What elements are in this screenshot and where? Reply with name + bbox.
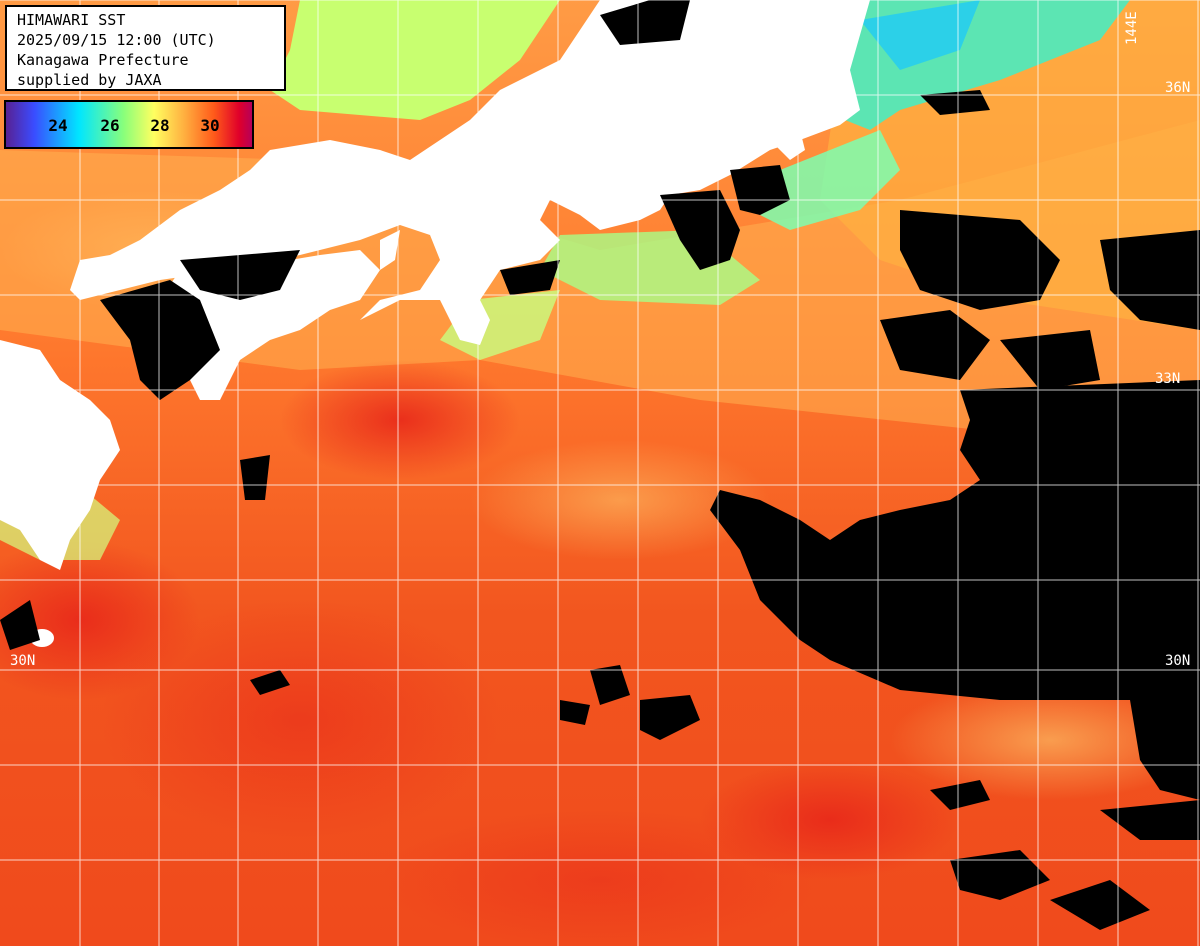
- latitude-label: 30N: [10, 653, 36, 669]
- colorbar-tick-label: 28: [150, 116, 170, 135]
- cloud-mask: [240, 455, 270, 500]
- cloud-mask: [920, 90, 990, 115]
- cloud-mask: [1050, 880, 1150, 930]
- cloud-mask: [1100, 230, 1200, 330]
- colorbar-gradient: [4, 100, 254, 149]
- latitude-label: 36N: [1165, 80, 1191, 96]
- timestamp: 2025/09/15 12:00 (UTC): [17, 31, 216, 49]
- cloud-mask: [730, 165, 790, 215]
- warm-patch: [100, 600, 500, 840]
- land-island: [380, 230, 400, 270]
- cloud-mask: [590, 665, 630, 705]
- product-title: HIMAWARI SST: [17, 11, 126, 29]
- map-info-box: HIMAWARI SST 2025/09/15 12:00 (UTC) Kana…: [5, 5, 286, 91]
- cloud-mask: [600, 0, 690, 45]
- coastal-cool-water: [270, 0, 560, 120]
- cloud-mask: [710, 380, 1200, 700]
- colorbar-tick-label: 24: [48, 116, 68, 135]
- cloud-mask: [640, 695, 700, 740]
- cloud-mask: [560, 700, 590, 725]
- land-kyushu: [0, 340, 120, 570]
- cloud-mask: [500, 260, 560, 295]
- cloud-mask: [880, 310, 990, 380]
- cloud-mask: [0, 600, 40, 650]
- colorbar-tick-label: 30: [200, 116, 220, 135]
- longitude-label: 144E: [1124, 11, 1140, 45]
- warm-patch: [380, 810, 820, 946]
- data-credit: supplied by JAXA: [17, 71, 162, 89]
- cloud-mask: [660, 190, 740, 270]
- cloud-mask: [900, 210, 1060, 310]
- warm-patch: [280, 360, 520, 480]
- cloud-mask: [180, 250, 300, 300]
- cool-patch: [470, 440, 770, 560]
- latitude-label: 30N: [1165, 653, 1191, 669]
- cloud-mask: [250, 670, 290, 695]
- cloud-mask: [950, 850, 1050, 900]
- cloud-mask: [1110, 480, 1130, 510]
- cloud-mask: [1000, 330, 1100, 390]
- cloud-mask: [1130, 700, 1200, 800]
- coastal-cool-water: [860, 0, 980, 70]
- cloud-mask: [930, 780, 990, 810]
- latitude-label: 33N: [1155, 371, 1181, 387]
- cool-patch: [890, 680, 1200, 800]
- region-label: Kanagawa Prefecture: [17, 51, 189, 69]
- cloud-mask: [100, 280, 220, 400]
- cloud-mask: [1100, 800, 1200, 840]
- coastal-cool-water: [760, 130, 900, 230]
- temperature-colorbar: 24 26 28 30: [4, 100, 254, 149]
- colorbar-tick-label: 26: [100, 116, 120, 135]
- land-island: [8, 392, 32, 428]
